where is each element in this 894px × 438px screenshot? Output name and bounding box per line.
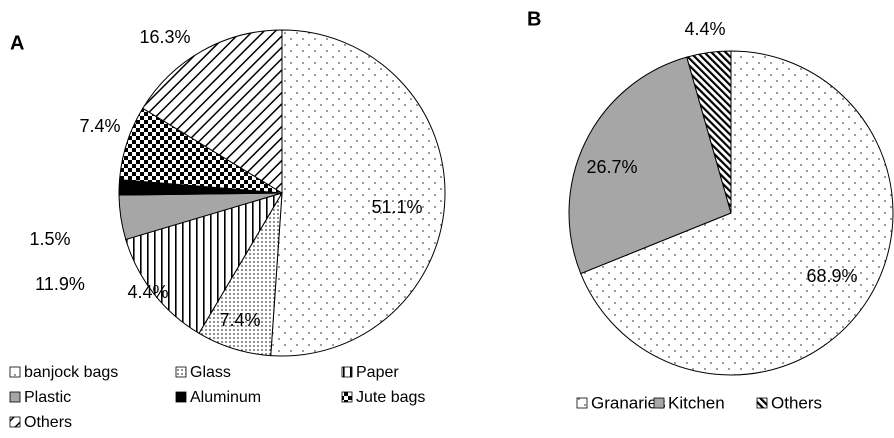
data-label: 68.9% xyxy=(806,266,857,286)
legend-label: Plastic xyxy=(24,389,71,406)
legend-swatch xyxy=(175,391,187,403)
legend-swatch xyxy=(9,416,21,428)
panel-title: B xyxy=(527,8,541,30)
data-label: 7.4% xyxy=(79,116,120,136)
legend-label: Others xyxy=(24,414,72,431)
data-label: 26.7% xyxy=(586,157,637,177)
legend-swatch xyxy=(9,391,21,403)
legend-label: Aluminum xyxy=(190,389,261,406)
data-label: 51.1% xyxy=(371,197,422,217)
data-label: 7.4% xyxy=(219,310,260,330)
pie-slice xyxy=(568,56,732,275)
legend-swatch xyxy=(175,366,187,378)
pie-slice xyxy=(142,29,283,194)
legend-label: Paper xyxy=(356,364,399,381)
data-label: 4.4% xyxy=(684,19,725,39)
legend-label: Kitchen xyxy=(668,393,725,412)
legend-label: Jute bags xyxy=(356,389,425,406)
legend-label: Granaries xyxy=(591,393,666,412)
data-label: 1.5% xyxy=(29,229,70,249)
legend-swatch xyxy=(756,397,768,409)
legend-label: Others xyxy=(771,393,822,412)
legend-swatch xyxy=(576,397,588,409)
pie-slice xyxy=(580,50,894,376)
pie-slice xyxy=(270,29,446,357)
legend-label: Glass xyxy=(190,364,231,381)
panel-title: A xyxy=(10,32,24,54)
legend-swatch xyxy=(341,366,353,378)
legend-swatch xyxy=(9,366,21,378)
legend-swatch xyxy=(653,397,665,409)
legend-swatch xyxy=(341,391,353,403)
pie-slice xyxy=(686,50,732,214)
data-label: 16.3% xyxy=(139,27,190,47)
legend-label: banjock bags xyxy=(24,364,118,381)
data-label: 4.4% xyxy=(127,282,168,302)
data-label: 11.9% xyxy=(35,274,85,294)
